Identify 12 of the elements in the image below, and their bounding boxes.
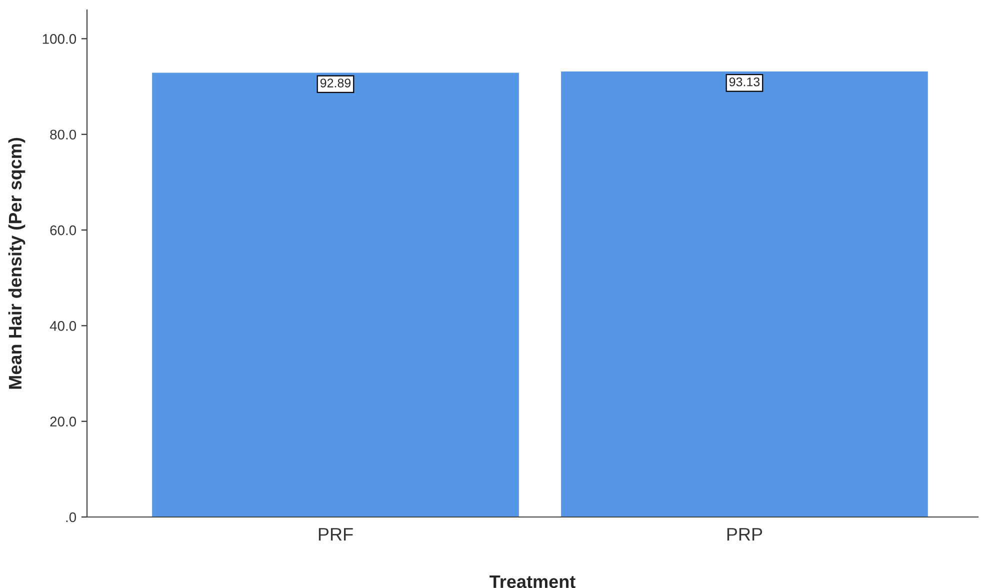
data-label: 92.89	[320, 78, 351, 88]
x-tick-label: PRF	[318, 528, 353, 540]
y-tick-label: 40.0	[50, 321, 76, 331]
y-tick-label: 20.0	[50, 416, 76, 427]
x-axis-title: Treatment	[490, 575, 576, 588]
x-tick-label: PRP	[727, 528, 762, 540]
y-tick-label: 60.0	[50, 225, 76, 236]
y-tick-label: 80.0	[50, 130, 76, 140]
y-tick-label: 100.0	[42, 34, 76, 44]
data-label: 93.13	[729, 77, 760, 86]
y-tick-label: .0	[66, 512, 76, 522]
y-axis-title: Mean Hair density (Per sqcm)	[8, 138, 26, 389]
